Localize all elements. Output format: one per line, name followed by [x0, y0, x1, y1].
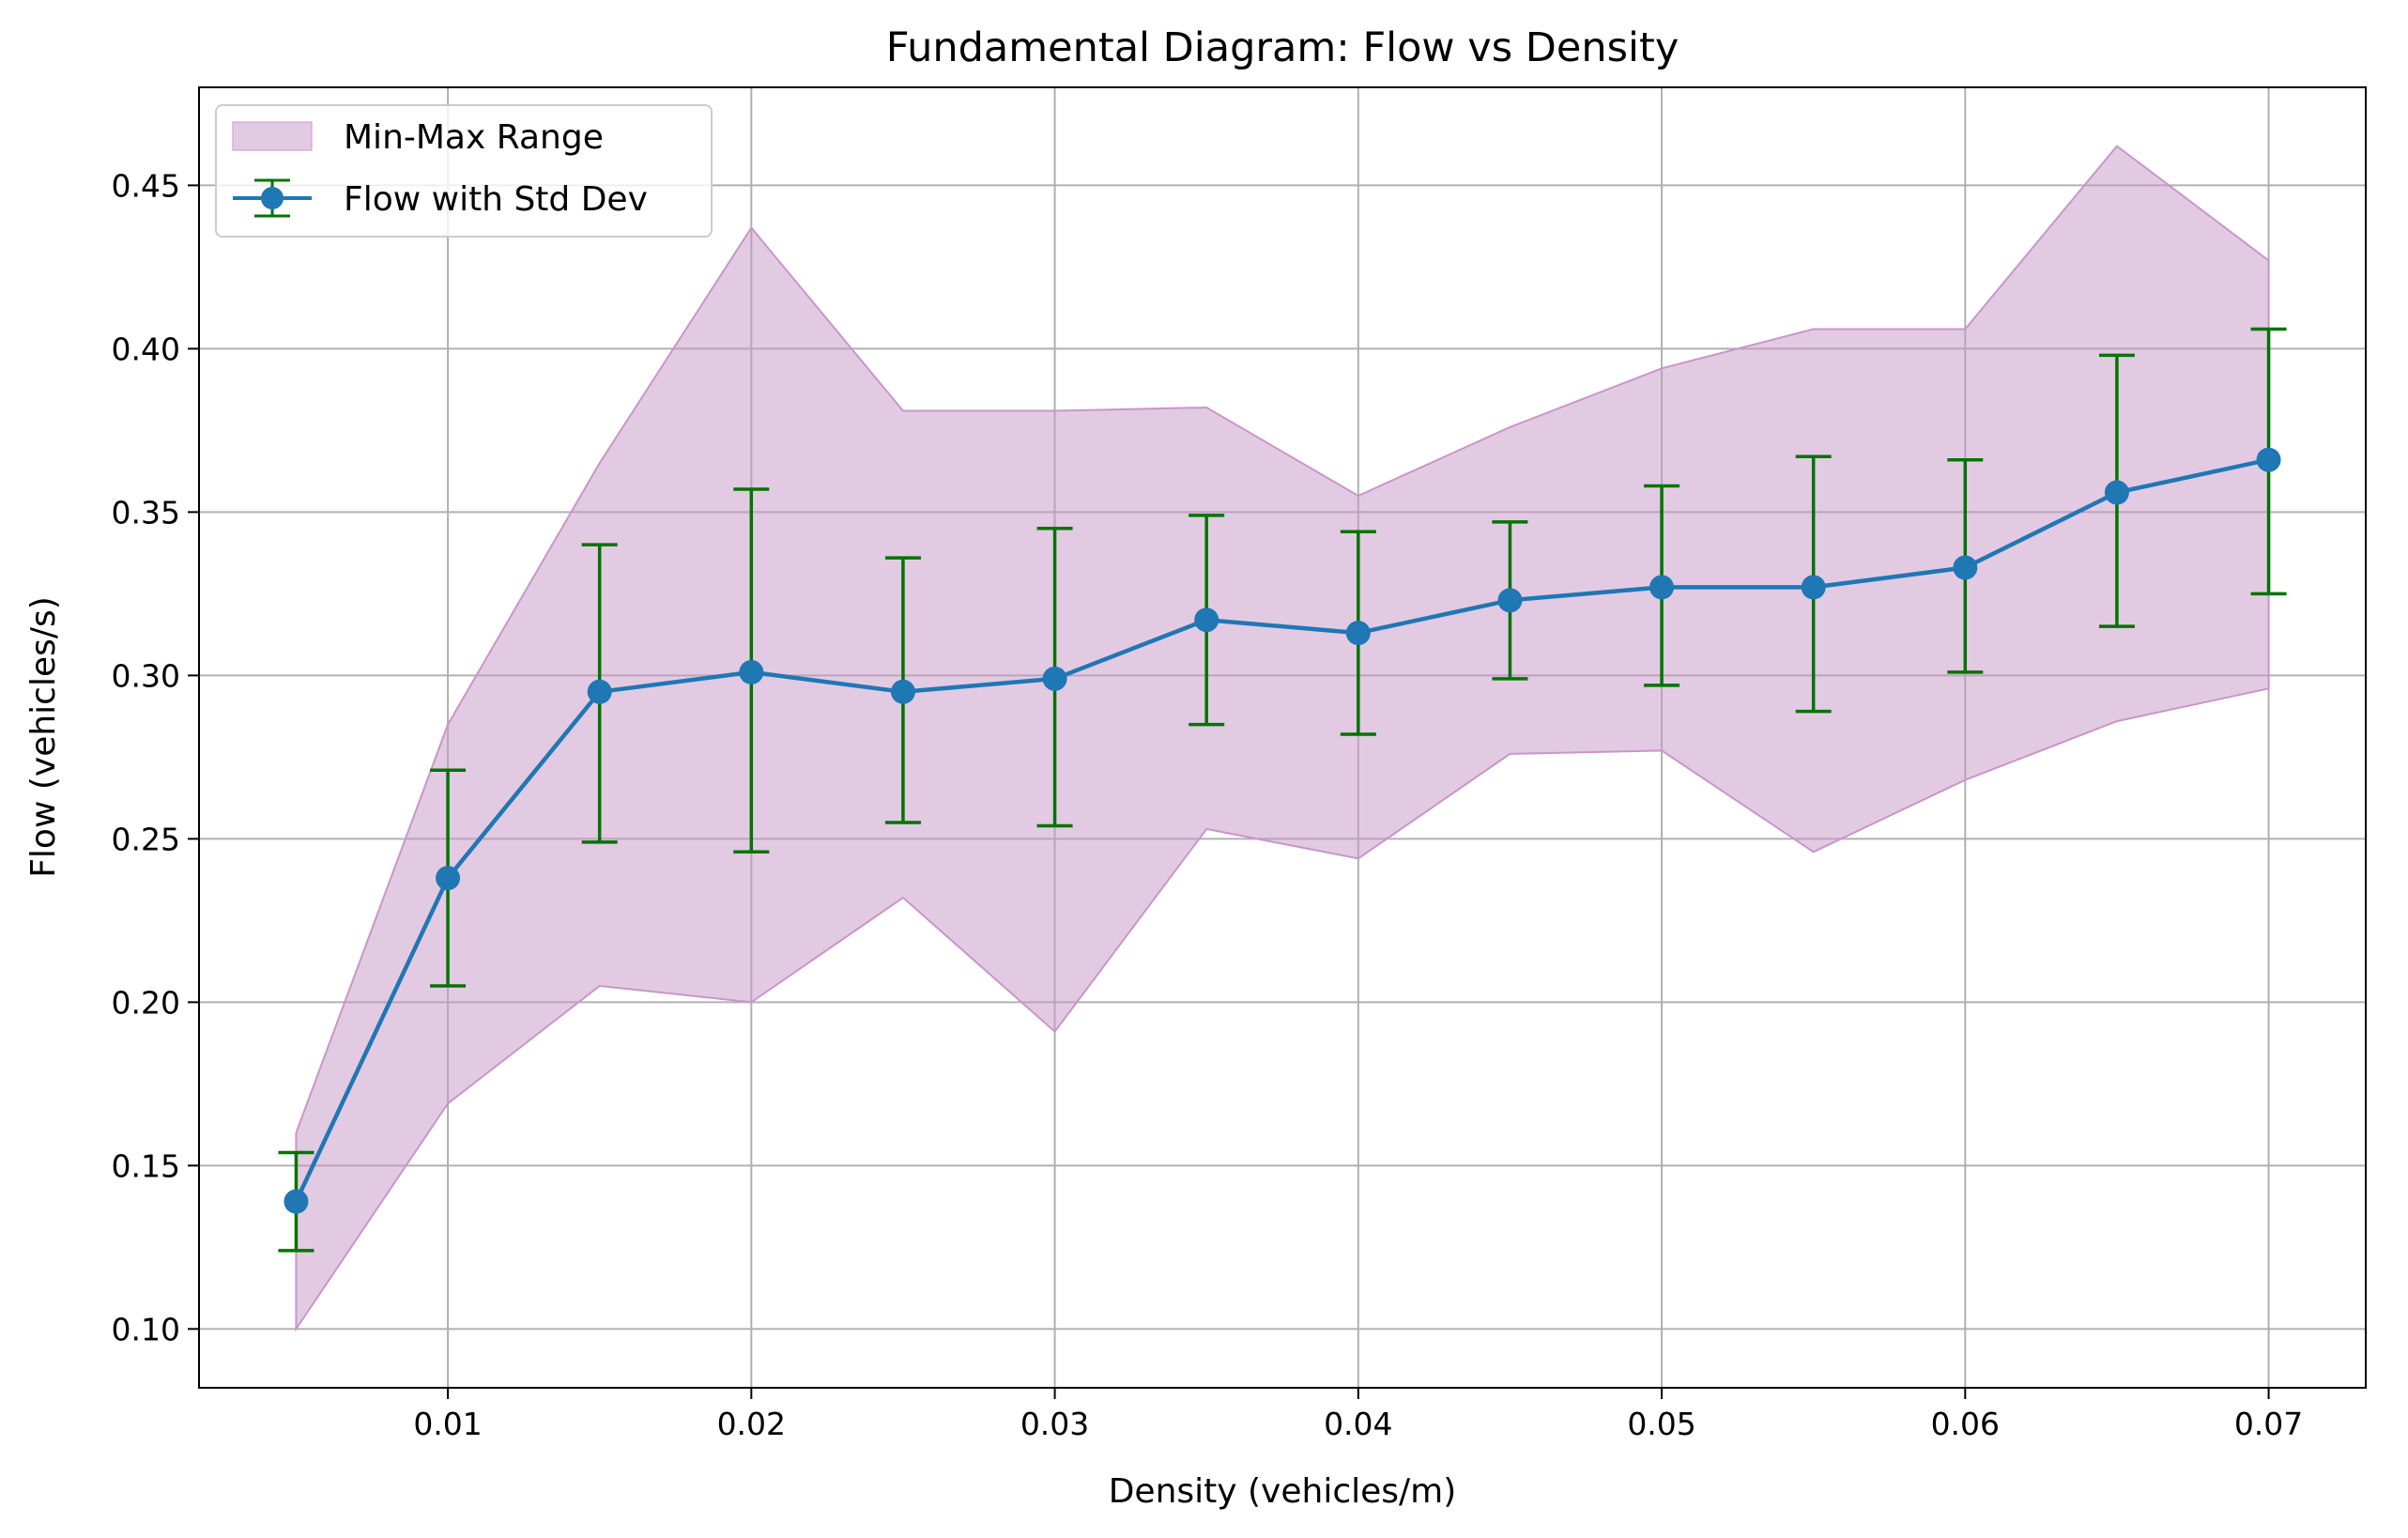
y-tick-label: 0.20: [112, 984, 180, 1021]
y-tick-label: 0.45: [112, 167, 180, 204]
min-max-range-area: [295, 145, 2270, 1332]
y-axis-ticks: 0.10 0.15 0.20 0.25 0.30 0.35 0.40 0.45: [112, 167, 199, 1347]
y-tick-label: 0.15: [112, 1147, 180, 1184]
legend-box: [215, 104, 713, 238]
y-tick-label: 0.40: [112, 331, 180, 367]
x-tick-label: 0.07: [2234, 1406, 2303, 1442]
x-tick-label: 0.01: [413, 1406, 482, 1442]
flow-data-point: [1953, 555, 1978, 580]
x-axis-label: Density (vehicles/m): [1109, 1472, 1457, 1511]
flow-series: [284, 447, 2281, 1214]
x-tick-label: 0.02: [717, 1406, 786, 1442]
flow-data-point: [890, 679, 915, 704]
legend-swatch-flow-marker: [261, 187, 284, 209]
legend: Min-Max Range Flow with Std Dev: [215, 104, 713, 238]
flow-data-point: [284, 1189, 309, 1214]
x-tick-label: 0.05: [1627, 1406, 1695, 1442]
y-axis-label: Flow (vehicles/s): [24, 596, 63, 878]
flow-data-point: [1497, 588, 1523, 613]
chart-title: Fundamental Diagram: Flow vs Density: [886, 24, 1679, 71]
x-tick-label: 0.04: [1324, 1406, 1392, 1442]
flow-data-point: [739, 659, 764, 684]
legend-label-min-max-range: Min-Max Range: [344, 118, 604, 157]
flow-data-point: [436, 866, 461, 891]
flow-data-point: [2104, 480, 2129, 505]
plot-frame: [198, 86, 2367, 1389]
y-tick-label: 0.10: [112, 1311, 180, 1347]
x-tick-label: 0.03: [1020, 1406, 1089, 1442]
flow-data-point: [2256, 447, 2281, 472]
flow-line: [294, 457, 2270, 1203]
min-max-range-band: [295, 145, 2270, 1332]
y-tick-label: 0.35: [112, 494, 180, 531]
y-tick-label: 0.25: [112, 821, 180, 857]
x-tick-label: 0.06: [1931, 1406, 2000, 1442]
flow-data-point: [1345, 621, 1371, 646]
legend-swatch-min-max-range: [232, 121, 313, 151]
x-axis-ticks: 0.01 0.02 0.03 0.04 0.05 0.06 0.07: [413, 1388, 2303, 1442]
flow-data-point: [587, 679, 612, 704]
flow-data-point: [1194, 608, 1219, 633]
flow-data-point: [1042, 666, 1067, 691]
flow-data-point: [1801, 575, 1826, 600]
flow-data-point: [1649, 575, 1675, 600]
legend-label-flow-with-std-dev: Flow with Std Dev: [344, 180, 648, 219]
y-tick-label: 0.30: [112, 657, 180, 694]
